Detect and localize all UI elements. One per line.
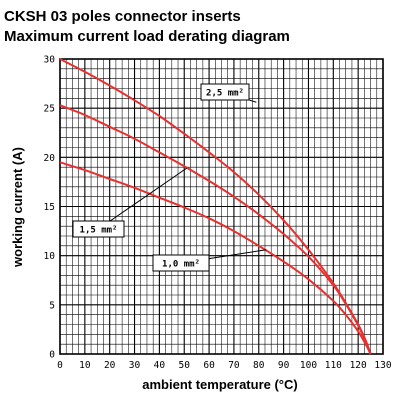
x-tick-label: 40 [154,360,166,371]
x-tick-label: 130 [374,360,391,371]
y-tick-label: 20 [44,153,56,164]
x-tick-label: 30 [129,360,141,371]
x-tick-label: 100 [300,360,317,371]
series-line [59,161,372,355]
annotation-box [200,83,250,101]
x-axis-title: ambient temperature (°C) [142,377,297,392]
x-tick-label: 20 [104,360,116,371]
plot-frame [59,58,384,355]
chart-subtitle: Maximum current load derating diagram [4,28,290,45]
x-tick-label: 90 [278,360,290,371]
annotation-leader [109,167,187,222]
annotation-leader [248,99,257,103]
series-lines [59,58,372,355]
x-tick-label: 10 [79,360,91,371]
y-tick-label: 25 [44,104,55,115]
annotation-leader [208,249,267,260]
annotation-label: 1,0 mm² [162,260,200,270]
y-tick-label: 5 [49,300,55,311]
x-tick-label: 50 [179,360,191,371]
tick-labels: 0 10 20 30 40 50 60 70 80 90 100 110 120 130 0 5 10 15 20 2… [44,55,392,372]
x-tick-label: 60 [203,360,215,371]
chart-title: CKSH 03 poles connector inserts [4,8,241,25]
x-tick-label: 70 [228,360,240,371]
annotation-box [152,254,210,272]
annotations: 2,5 mm² 1,5 mm² 1,0 mm² [72,83,267,272]
x-tick-label: 0 [57,360,63,371]
annotation-box [72,220,125,238]
annotation-label: 1,5 mm² [80,226,118,236]
y-axis-title: working current (A) [10,147,25,268]
x-tick-label: 120 [350,360,367,371]
annotation-label: 2,5 mm² [206,89,244,99]
x-tick-label: 80 [253,360,265,371]
x-tick-label: 110 [325,360,342,371]
y-tick-label: 0 [49,350,55,361]
grid [59,58,384,355]
y-tick-label: 10 [44,251,56,262]
y-tick-label: 15 [44,202,55,213]
y-tick-label: 30 [44,55,56,66]
series-line [59,104,372,355]
